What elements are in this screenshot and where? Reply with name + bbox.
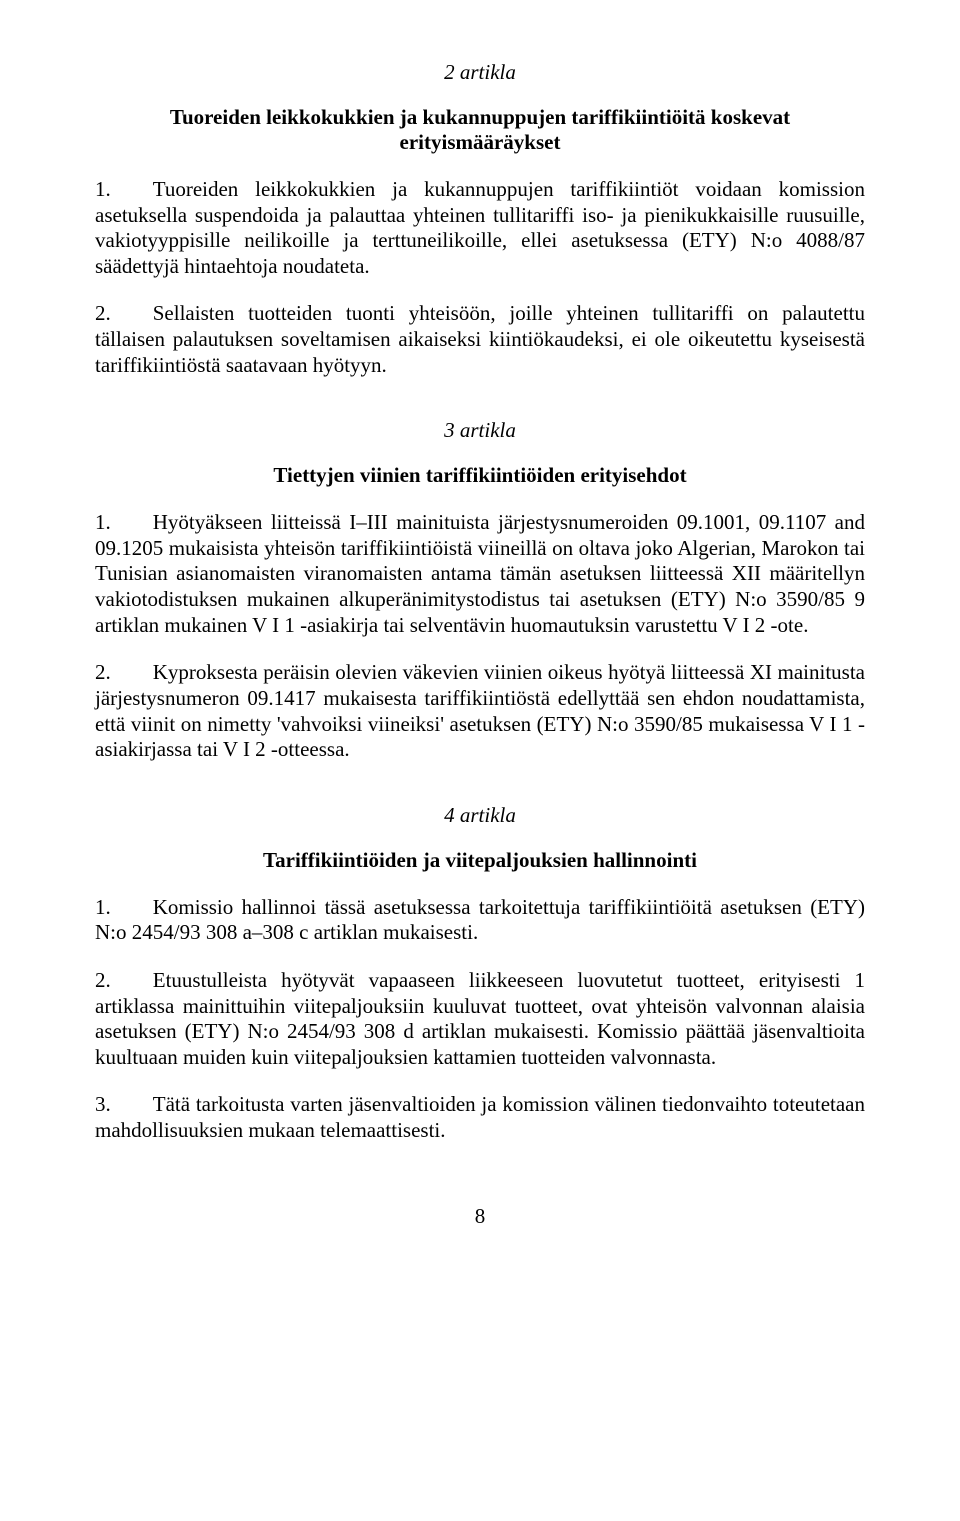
article-4-para-1: 1. Komissio hallinnoi tässä asetuksessa … bbox=[95, 895, 865, 946]
article-4-para-2: 2. Etuustulleista hyötyvät vapaaseen lii… bbox=[95, 968, 865, 1070]
article-3-para-2: 2. Kyproksesta peräisin olevien väkevien… bbox=[95, 660, 865, 762]
article-3-number: 3 artikla bbox=[95, 418, 865, 443]
article-2-para-2: 2. Sellaisten tuotteiden tuonti yhteisöö… bbox=[95, 301, 865, 378]
article-2-title: Tuoreiden leikkokukkien ja kukannuppujen… bbox=[95, 105, 865, 155]
article-3-para-1: 1. Hyötyäkseen liitteissä I–III mainitui… bbox=[95, 510, 865, 638]
article-3-title: Tiettyjen viinien tariffikiintiöiden eri… bbox=[95, 463, 865, 488]
article-4-para-3: 3. Tätä tarkoitusta varten jäsenvaltioid… bbox=[95, 1092, 865, 1143]
article-4-title: Tariffikiintiöiden ja viitepaljouksien h… bbox=[95, 848, 865, 873]
article-2-number: 2 artikla bbox=[95, 60, 865, 85]
article-2-para-1: 1. Tuoreiden leikkokukkien ja kukannuppu… bbox=[95, 177, 865, 279]
document-page: 2 artikla Tuoreiden leikkokukkien ja kuk… bbox=[0, 0, 960, 1269]
page-number: 8 bbox=[95, 1204, 865, 1229]
article-4-number: 4 artikla bbox=[95, 803, 865, 828]
